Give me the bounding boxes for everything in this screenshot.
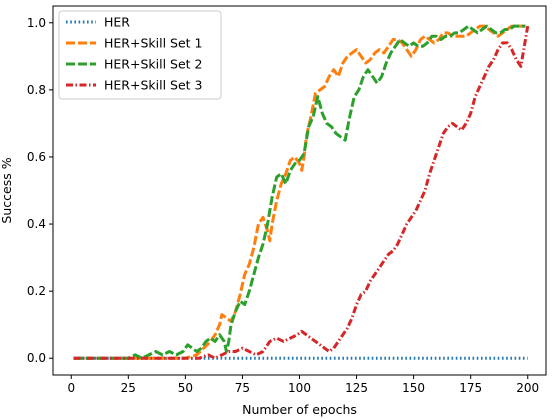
y-tick-label: 0.0: [27, 351, 46, 365]
y-axis-ticks: 0.0 0.2 0.4 0.6 0.8 1.0: [27, 16, 53, 365]
x-tick-label: 75: [235, 381, 250, 395]
series-line-4: [73, 25, 530, 360]
x-axis-label: Number of epochs: [242, 402, 357, 417]
legend-label-4: HER+Skill Set 3: [104, 78, 202, 93]
x-tick-label: 25: [121, 381, 136, 395]
y-tick-label: 0.8: [27, 83, 46, 97]
series-line-3: [73, 24, 526, 360]
x-tick-label: 50: [178, 381, 193, 395]
plot-lines: [73, 24, 530, 360]
x-tick-label: 0: [67, 381, 75, 395]
legend-label-1: HER: [104, 15, 130, 30]
legend-label-2: HER+Skill Set 1: [104, 36, 202, 51]
y-axis-label: Success %: [0, 157, 14, 223]
y-tick-label: 1.0: [27, 16, 46, 30]
legend-box: [58, 10, 222, 100]
y-tick-label: 0.6: [27, 150, 46, 164]
y-tick-label: 0.2: [27, 284, 46, 298]
x-tick-label: 125: [345, 381, 368, 395]
legend-label-3: HER+Skill Set 2: [104, 57, 202, 72]
legend: HER HER+Skill Set 1 HER+Skill Set 2 HER+Ski…: [58, 10, 222, 100]
x-tick-label: 100: [288, 381, 311, 395]
x-tick-label: 200: [516, 381, 539, 395]
y-tick-label: 0.4: [27, 217, 46, 231]
x-tick-label: 175: [459, 381, 482, 395]
x-tick-label: 150: [402, 381, 425, 395]
x-axis-ticks: 0 25 50 75 100 125 150 175 200: [67, 375, 539, 395]
